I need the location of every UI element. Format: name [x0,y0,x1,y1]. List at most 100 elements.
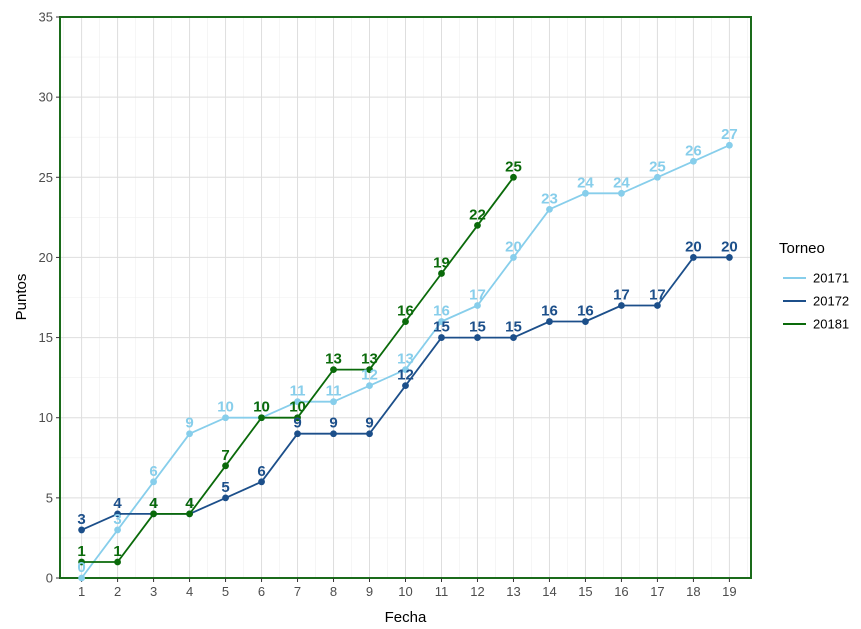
data-label-20172: 4 [113,495,122,512]
data-label-20181: 13 [361,351,378,368]
y-tick-label: 15 [39,330,53,345]
data-label-20171: 13 [397,351,414,368]
data-label-20181: 4 [149,495,158,512]
x-tick-label: 8 [330,584,337,599]
data-point-20172 [438,334,445,341]
data-label-20172: 4 [149,495,158,512]
data-point-20172 [474,334,481,341]
y-tick-label: 30 [39,90,53,105]
data-label-20171: 16 [433,303,450,320]
data-point-20172 [546,318,553,325]
data-point-20171 [222,414,229,422]
data-point-20171 [402,366,409,374]
data-point-20172 [258,478,265,486]
legend-title: Torneo [779,240,825,257]
y-tick-label: 25 [39,170,53,185]
x-axis-title: Fecha [385,609,427,624]
y-tick-label: 5 [46,490,53,505]
data-point-20172 [582,318,589,325]
data-point-20172 [330,430,337,438]
data-points [78,141,733,582]
data-label-20171: 10 [217,399,234,416]
y-tick-label: 0 [46,571,53,586]
y-tick-label: 20 [39,250,53,265]
data-point-20171 [582,189,589,197]
data-point-20181 [510,173,517,181]
data-label-20171: 23 [541,190,558,207]
data-label-20172: 15 [505,319,522,336]
data-point-20172 [78,526,85,534]
data-point-20171 [546,205,553,213]
data-point-20171 [474,302,481,309]
x-tick-label: 17 [650,584,664,599]
data-label-20181: 25 [505,158,522,175]
data-point-20181 [294,414,301,422]
data-point-20171 [186,430,193,438]
data-point-20171 [150,478,157,486]
data-label-20171: 10 [253,399,270,416]
data-label-20181: 1 [113,543,121,560]
data-label-20171: 24 [577,174,594,191]
data-label-20171: 9 [185,415,193,432]
data-label-20172: 20 [685,238,702,255]
data-point-20172 [114,510,121,518]
data-point-20172 [402,382,409,390]
legend-label-20172: 20172 [813,294,849,309]
x-tick-label: 19 [722,584,736,599]
data-label-20172: 3 [77,511,85,528]
x-tick-label: 13 [506,584,520,599]
data-label-20172: 17 [613,287,630,304]
data-point-20181 [330,366,337,374]
data-label-20172: 16 [541,303,558,320]
x-tick-label: 16 [614,584,628,599]
x-tick-label: 1 [78,584,85,599]
data-point-20172 [510,334,517,341]
data-point-20171 [726,141,733,149]
x-tick-label: 9 [366,584,373,599]
data-point-20181 [438,270,445,277]
x-tick-label: 12 [470,584,484,599]
data-label-20172: 4 [185,495,194,512]
legend-items: 20171 20172 20181 [783,271,849,332]
data-point-20172 [654,302,661,309]
data-label-20171: 25 [649,158,666,175]
data-point-20172 [690,254,697,261]
data-label-20181: 13 [325,351,342,368]
data-label-20171: 27 [721,126,738,143]
data-label-20172: 5 [221,479,229,496]
data-point-20181 [114,558,121,566]
y-tick-label: 10 [39,410,53,425]
data-point-20171 [330,398,337,406]
data-point-20172 [294,430,301,438]
data-point-20181 [402,318,409,325]
y-tick-label: 35 [39,10,53,25]
data-point-20181 [222,462,229,470]
data-label-20181: 4 [185,495,194,512]
data-label-20172: 9 [365,415,373,432]
data-point-20181 [186,510,193,518]
legend: Torneo 20171 20172 20181 [779,240,849,332]
data-point-20181 [150,510,157,518]
data-point-20171 [366,382,373,390]
data-label-20181: 16 [397,303,414,320]
data-label-20181: 10 [289,399,306,416]
data-label-20171: 3 [113,511,121,528]
x-tick-label: 18 [686,584,700,599]
data-label-20172: 9 [293,415,301,432]
data-label-20181: 10 [253,399,270,416]
data-point-20172 [222,494,229,502]
data-label-20172: 15 [469,319,486,336]
data-label-20172: 12 [397,367,414,384]
data-point-20172 [618,302,625,309]
data-label-20171: 17 [469,287,486,304]
data-point-20172 [366,430,373,438]
data-label-20181: 1 [77,543,85,560]
data-label-20171: 0 [77,559,85,576]
x-tick-label: 3 [150,584,157,599]
data-label-20171: 11 [290,383,306,400]
data-label-20171: 12 [361,367,378,384]
legend-label-20181: 20181 [813,317,849,332]
